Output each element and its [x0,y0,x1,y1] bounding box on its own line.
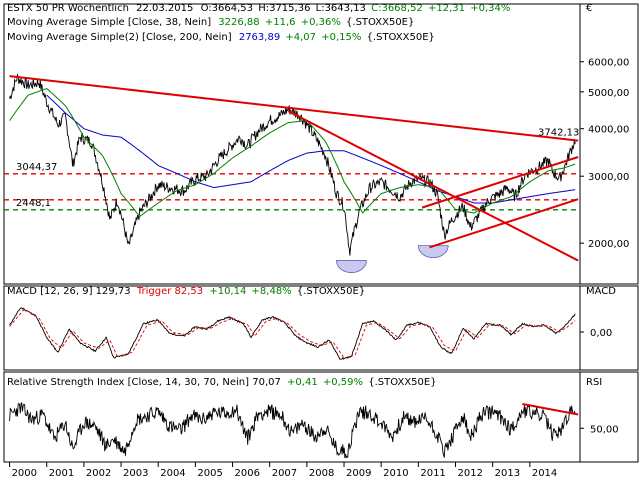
trend-line-0 [10,76,579,141]
rsi-title: Relative Strength Index [Close, 14, 30, … [7,377,437,388]
xtick-label: 2008 [309,468,334,479]
rsi-ytick-label: 50,00 [590,424,619,435]
macd-ytick-label: 0,00 [590,328,612,339]
chart-window: ESTX 50 PR Wöchentlich 22.03.2015 O:3664… [0,0,640,480]
rsi-panel-header: Relative Strength Index [Close, 14, 30, … [7,377,602,388]
currency-unit: € [586,3,592,14]
xtick-label: 2011 [420,468,445,479]
header-ma38: Moving Average Simple [Close, 38, Nein] … [7,17,414,28]
price-ytick-label: 3000,00 [588,172,629,183]
xtick-label: 2002 [86,468,111,479]
bottom-arc-0 [336,261,366,273]
price-ytick-label: 4000,00 [588,125,629,136]
xtick-label: 2012 [458,468,483,479]
macd-series-line [10,308,576,359]
chart-svg: ESTX 50 PR Wöchentlich 22.03.2015 O:3664… [0,0,640,480]
xtick-label: 2007 [272,468,297,479]
xtick-label: 2006 [235,468,260,479]
macd-axis-name: MACD [586,286,616,297]
xtick-label: 2005 [197,468,222,479]
header-symbol: ESTX 50 PR Wöchentlich 22.03.2015 O:3664… [7,3,510,14]
xtick-label: 2000 [12,468,37,479]
xtick-label: 2001 [49,468,74,479]
macd-title: MACD [12, 26, 9] 129,73 Trigger 82,53 +1… [7,286,365,297]
xtick-label: 2004 [160,468,185,479]
price-ytick-label: 5000,00 [588,88,629,99]
resistance-value-label: 3044,37 [16,162,57,173]
rsi-series-line [10,403,576,458]
price-panel-header: ESTX 50 PR Wöchentlich 22.03.2015 O:3664… [7,3,592,43]
xtick-label: 2010 [383,468,408,479]
xtick-label: 2009 [346,468,371,479]
ma200-series-line [47,95,576,203]
support-value-label: 2448,1 [16,198,51,209]
macd-panel [4,286,638,370]
price-ytick-label: 6000,00 [588,58,629,69]
xtick-label: 2003 [123,468,148,479]
price-ytick-label: 2000,00 [588,239,629,250]
current-price-label: 3742,13 [538,128,579,139]
bottom-arc-1 [418,246,448,258]
macd-panel-header: MACD [12, 26, 9] 129,73 Trigger 82,53 +1… [7,286,616,297]
xtick-label: 2014 [532,468,557,479]
header-ma200: Moving Average Simple(2) [Close, 200, Ne… [7,32,435,43]
xtick-label: 2013 [495,468,520,479]
trend-line-3 [429,199,578,247]
trend-line-1 [288,111,578,260]
rsi-axis-name: RSI [586,377,602,388]
